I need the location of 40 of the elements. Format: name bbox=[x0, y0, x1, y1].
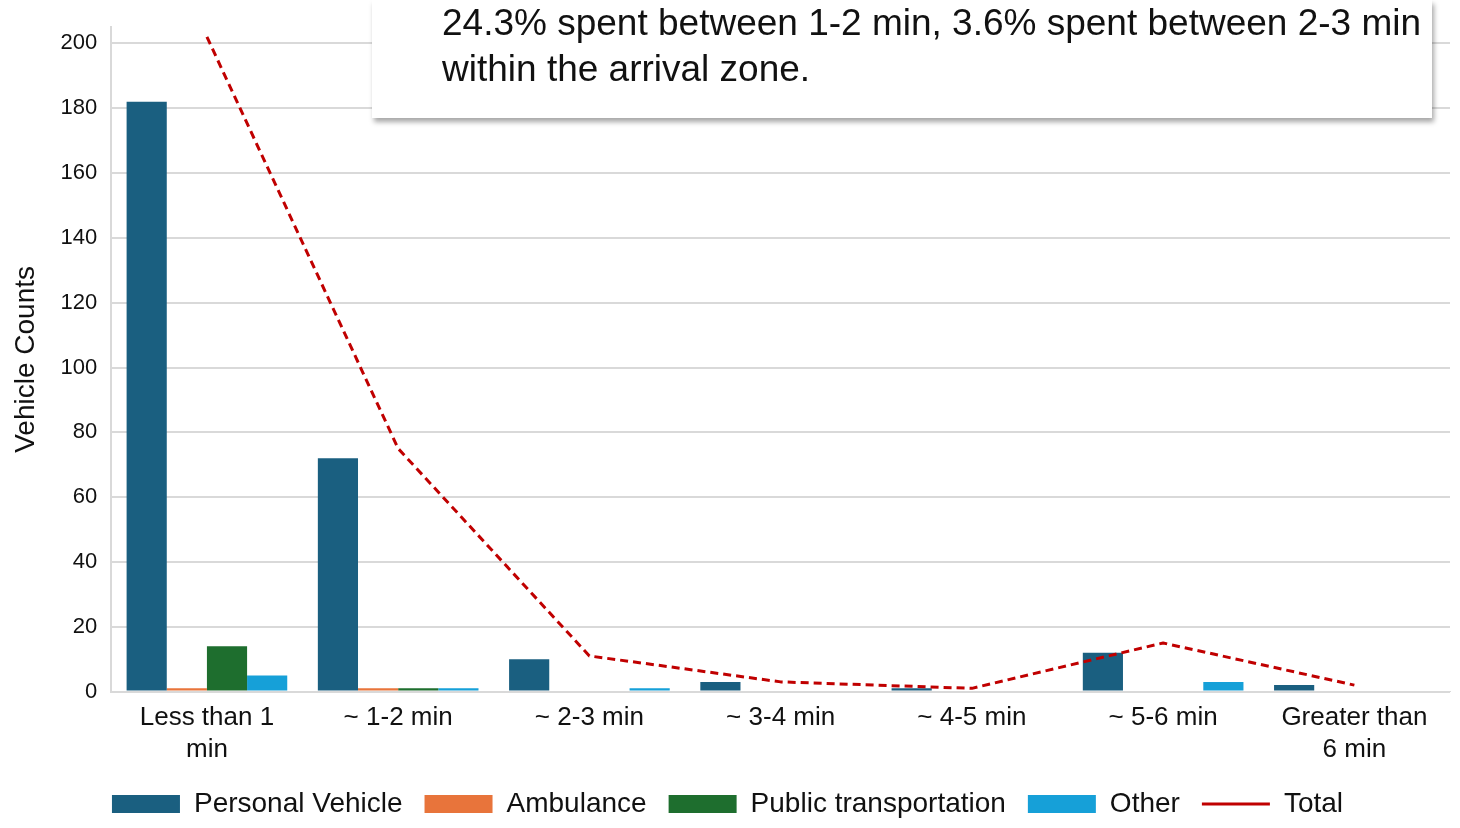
bar bbox=[509, 659, 550, 691]
x-tick-label: ~ 3-4 min bbox=[726, 701, 836, 732]
x-tick-label: ~ 1-2 min bbox=[343, 701, 453, 732]
annotation: 24.3% spent between 1-2 min, 3.6% spent between 2-3 min within the arrival zone. bbox=[442, 1, 1423, 91]
bar bbox=[891, 688, 932, 691]
bar bbox=[398, 688, 439, 691]
bar bbox=[1082, 652, 1123, 691]
y-tick-label: 140 bbox=[60, 223, 98, 249]
x-tick-label: ~ 4-5 min bbox=[917, 701, 1027, 732]
bar bbox=[247, 675, 288, 691]
x-tick-label: ~ 5-6 min bbox=[1108, 701, 1218, 732]
legend-label: Ambulance bbox=[506, 786, 647, 818]
legend-label: Total bbox=[1283, 786, 1344, 818]
y-tick-label: 0 bbox=[85, 677, 98, 703]
bar bbox=[1274, 685, 1315, 691]
x-tick-label: Greater than 6 min bbox=[1281, 701, 1428, 763]
bar bbox=[438, 688, 479, 691]
bar bbox=[629, 688, 670, 691]
y-tick-label: 160 bbox=[60, 159, 98, 185]
y-tick-label: 120 bbox=[60, 288, 98, 314]
legend-label: Other bbox=[1109, 786, 1180, 818]
legend-label: Personal Vehicle bbox=[193, 786, 403, 818]
bar bbox=[358, 688, 399, 691]
x-tick-label: Less than 1 min bbox=[139, 701, 275, 763]
y-axis-title: Vehicle Counts bbox=[8, 266, 40, 453]
y-tick-label: 60 bbox=[72, 483, 98, 509]
y-tick-label: 180 bbox=[60, 94, 98, 120]
bar bbox=[206, 646, 248, 691]
bar bbox=[166, 688, 207, 691]
y-tick-label: 20 bbox=[72, 612, 98, 638]
y-tick-label: 200 bbox=[60, 29, 98, 55]
y-tick-label: 80 bbox=[72, 418, 98, 444]
x-tick-label: ~ 2-3 min bbox=[534, 701, 644, 732]
bar bbox=[700, 681, 741, 691]
bar bbox=[317, 458, 359, 691]
legend-label: Public transportation bbox=[750, 786, 1006, 818]
y-tick-label: 100 bbox=[60, 353, 98, 379]
bar bbox=[126, 101, 167, 691]
bar bbox=[1203, 681, 1244, 691]
y-tick-label: 40 bbox=[72, 548, 98, 574]
